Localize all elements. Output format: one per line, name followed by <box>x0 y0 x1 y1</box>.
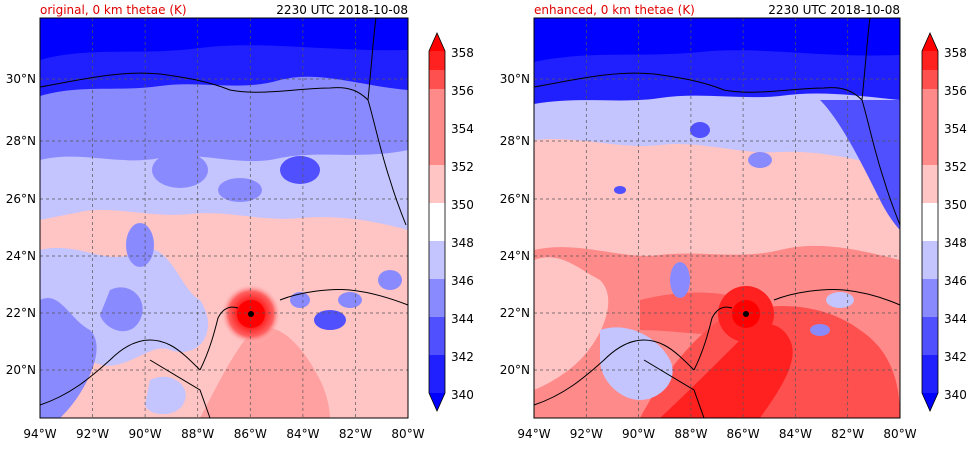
panel-timestamp: 2230 UTC 2018-10-08 <box>276 3 408 17</box>
x-tick-label: 94°W <box>23 427 56 441</box>
y-tick-label: 20°N <box>6 363 36 377</box>
storm-center-marker <box>743 311 749 317</box>
colorbar-tick-label: 354 <box>451 122 474 136</box>
lat-lon-grid-enhanced <box>534 18 900 418</box>
y-tick-label: 28°N <box>500 134 530 148</box>
panel-timestamp: 2230 UTC 2018-10-08 <box>768 3 900 17</box>
y-tick-label: 28°N <box>6 134 36 148</box>
x-tick-label: 82°W <box>339 427 372 441</box>
x-tick-label: 86°W <box>727 427 760 441</box>
colorbar-tick-label: 352 <box>451 160 474 174</box>
colorbar-tick-label: 358 <box>451 46 474 60</box>
y-tick-label: 20°N <box>500 363 530 377</box>
coastline-enhanced <box>533 17 901 419</box>
colorbar-tick-label: 350 <box>451 198 474 212</box>
colorbar-tick-label: 348 <box>944 236 967 250</box>
y-tick-label: 30°N <box>6 72 36 86</box>
colorbar-tick-label: 354 <box>944 122 967 136</box>
colorbar-original: 340 342 344 346 348 350 352 354 356 358 <box>428 32 474 412</box>
x-tick-label: 88°W <box>181 427 214 441</box>
x-tick-label: 92°W <box>76 427 109 441</box>
colorbar-tick-label: 356 <box>944 84 967 98</box>
coastline-original <box>39 17 409 419</box>
y-tick-label: 22°N <box>500 306 530 320</box>
colorbar-tick-label: 342 <box>944 350 967 364</box>
y-axis-enhanced: 20°N 22°N 24°N 26°N 28°N 30°N <box>500 72 530 377</box>
colorbar-tick-label: 346 <box>451 274 474 288</box>
x-tick-label: 84°W <box>286 427 319 441</box>
colorbar-enhanced: 340 342 344 346 348 350 352 354 356 358 <box>921 32 967 412</box>
panel-title-left: original, 0 km thetae (K) <box>40 3 187 17</box>
thetae-field-enhanced <box>534 18 900 418</box>
colorbar-tick-label: 356 <box>451 84 474 98</box>
y-tick-label: 30°N <box>500 72 530 86</box>
y-tick-label: 22°N <box>6 306 36 320</box>
x-tick-label: 92°W <box>570 427 603 441</box>
x-tick-label: 80°W <box>883 427 916 441</box>
panel-title-left: enhanced, 0 km thetae (K) <box>534 3 695 17</box>
x-tick-label: 88°W <box>674 427 707 441</box>
panel-original: original, 0 km thetae (K) 2230 UTC 2018-… <box>6 3 474 441</box>
x-tick-label: 90°W <box>622 427 655 441</box>
x-tick-label: 90°W <box>129 427 162 441</box>
x-tick-label: 84°W <box>779 427 812 441</box>
lat-lon-grid-original <box>40 18 408 418</box>
colorbar-tick-label: 344 <box>451 312 474 326</box>
colorbar-tick-label: 340 <box>451 388 474 402</box>
x-axis-enhanced: 94°W 92°W 90°W 88°W 86°W 84°W 82°W 80°W <box>517 427 916 441</box>
panel-enhanced: enhanced, 0 km thetae (K) 2230 UTC 2018-… <box>500 3 967 441</box>
colorbar-tick-label: 342 <box>451 350 474 364</box>
map-frame-enhanced <box>533 17 901 419</box>
y-tick-label: 24°N <box>500 249 530 263</box>
x-tick-label: 94°W <box>517 427 550 441</box>
storm-center-marker <box>248 311 254 317</box>
x-tick-label: 86°W <box>234 427 267 441</box>
colorbar-tick-label: 350 <box>944 198 967 212</box>
colorbar-tick-label: 346 <box>944 274 967 288</box>
colorbar-tick-label: 352 <box>944 160 967 174</box>
colorbar-tick-label: 344 <box>944 312 967 326</box>
y-axis-original: 20°N 22°N 24°N 26°N 28°N 30°N <box>6 72 36 377</box>
map-frame-original <box>39 17 409 419</box>
x-tick-label: 82°W <box>831 427 864 441</box>
x-axis-original: 94°W 92°W 90°W 88°W 86°W 84°W 82°W 80°W <box>23 427 424 441</box>
y-tick-label: 24°N <box>6 249 36 263</box>
thetae-field-original <box>40 18 408 418</box>
y-tick-label: 26°N <box>500 192 530 206</box>
x-tick-label: 80°W <box>391 427 424 441</box>
colorbar-tick-label: 358 <box>944 46 967 60</box>
colorbar-tick-label: 340 <box>944 388 967 402</box>
y-tick-label: 26°N <box>6 192 36 206</box>
colorbar-tick-label: 348 <box>451 236 474 250</box>
